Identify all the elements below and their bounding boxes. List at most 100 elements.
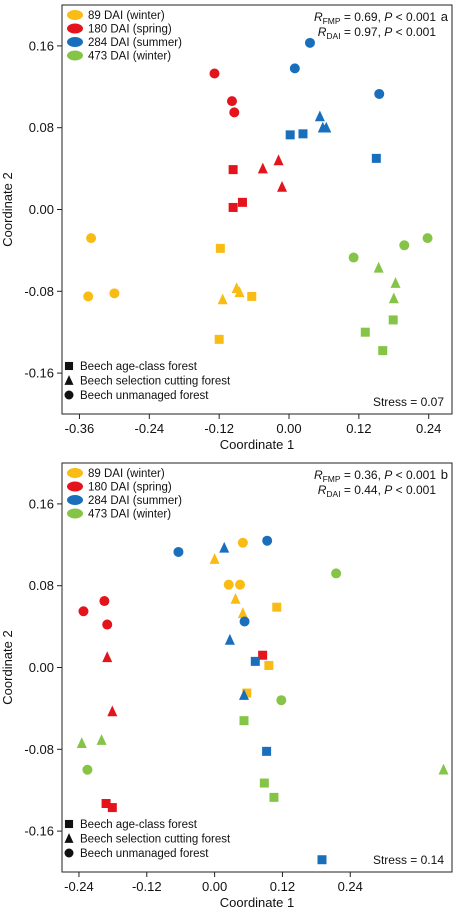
y-tick-label: -0.16	[24, 824, 54, 839]
data-point-473-square	[360, 327, 370, 337]
data-point-473-triangle	[388, 292, 399, 304]
data-point-473-triangle	[390, 277, 401, 288]
data-point-284-triangle	[219, 541, 230, 553]
x-tick-label: 0.24	[416, 421, 441, 436]
data-point-473-square	[378, 346, 388, 356]
data-point-180-triangle	[107, 705, 118, 717]
legend-swatch-89	[67, 468, 83, 478]
panel-a-chart: -0.36 -0.24 -0.12 0.00 0.12 0.24 -0.16 -0.08 0.0…	[0, 4, 453, 452]
legend-swatch-284	[67, 37, 83, 47]
legend-label-473: 473 DAI (winter)	[88, 509, 171, 521]
data-point-89-circle	[83, 291, 94, 302]
y-tick-label: 0.08	[29, 120, 54, 135]
legend-label-89: 89 DAI (winter)	[88, 468, 165, 480]
data-point-180-square	[228, 202, 238, 212]
legend-swatch-473	[67, 508, 83, 519]
stat-line: RFMP = 0.36, P < 0.001	[314, 468, 436, 484]
data-point-89-square	[215, 243, 225, 253]
x-tick-label: -0.36	[65, 421, 95, 436]
data-point-180-triangle	[273, 154, 284, 166]
stat-line: RDAI = 0.97, P < 0.001	[318, 25, 437, 41]
data-point-180-circle	[226, 96, 237, 107]
panel-letter: b	[441, 467, 448, 482]
data-point-473-circle	[276, 695, 287, 706]
legend-forest-label: Beech age-class forest	[80, 819, 198, 831]
data-point-473-circle	[331, 568, 342, 579]
data-point-180-square	[101, 798, 111, 808]
data-point-180-square	[237, 197, 247, 207]
data-point-284-triangle	[314, 110, 325, 122]
x-tick-label: -0.12	[204, 421, 234, 436]
data-point-284-triangle	[239, 689, 249, 700]
legend-forest-label: Beech unmanaged forest	[80, 390, 209, 402]
data-point-473-circle	[422, 233, 433, 244]
stress-label: Stress = 0.14	[373, 853, 444, 867]
data-point-89-triangle	[230, 592, 241, 604]
legend-forest-square-icon	[64, 361, 74, 371]
x-axis-title: Coordinate 1	[220, 437, 294, 452]
data-point-473-triangle	[96, 734, 107, 745]
data-point-473-triangle	[438, 763, 449, 775]
y-tick-label: 0.16	[29, 38, 54, 53]
data-point-89-circle	[235, 579, 246, 590]
legend-forest-triangle-icon	[64, 833, 74, 843]
data-point-89-circle	[109, 288, 120, 299]
data-point-89-circle	[86, 233, 97, 244]
y-tick-label: 0.00	[29, 202, 54, 217]
data-point-89-triangle	[217, 293, 228, 305]
legend-forest-triangle-icon	[64, 375, 74, 385]
data-point-473-square	[239, 716, 249, 726]
data-point-180-circle	[102, 619, 113, 630]
legend-label-284: 284 DAI (summer)	[88, 37, 182, 49]
data-point-180-circle	[229, 107, 240, 118]
y-tick-label: 0.00	[29, 660, 54, 675]
plot-frame	[61, 4, 453, 415]
data-point-89-square	[264, 660, 274, 670]
data-point-284-square	[262, 746, 272, 756]
x-tick-label: -0.24	[64, 879, 94, 894]
y-axis-title: Coordinate 2	[0, 172, 15, 246]
data-point-473-circle	[399, 240, 410, 251]
legend-label-180: 180 DAI (spring)	[88, 482, 172, 494]
legend-forest-label: Beech age-class forest	[80, 361, 198, 373]
data-point-473-square	[388, 315, 398, 325]
data-point-473-square	[269, 792, 279, 802]
panel-letter: a	[441, 9, 449, 24]
data-point-284-circle	[262, 535, 273, 546]
x-tick-label: -0.24	[134, 421, 164, 436]
data-point-473-circle	[348, 252, 359, 263]
data-point-180-square	[258, 650, 268, 660]
data-point-89-square	[272, 602, 282, 612]
legend-swatch-180	[67, 23, 83, 34]
data-point-473-triangle	[373, 261, 384, 273]
data-point-284-square	[317, 855, 327, 865]
data-point-180-square	[228, 165, 238, 175]
data-point-473-square	[259, 778, 269, 788]
legend-forest-circle-icon	[64, 390, 74, 400]
legend-label-180: 180 DAI (spring)	[88, 24, 172, 36]
x-tick-label: 0.12	[346, 421, 371, 436]
x-axis-title: Coordinate 1	[220, 895, 294, 910]
stress-label: Stress = 0.07	[373, 395, 444, 409]
legend-label-284: 284 DAI (summer)	[88, 495, 182, 507]
data-point-89-square	[247, 291, 257, 301]
legend-label-89: 89 DAI (winter)	[88, 10, 165, 22]
legend-label-473: 473 DAI (winter)	[88, 51, 171, 63]
y-tick-label: -0.08	[24, 284, 54, 299]
y-tick-label: -0.16	[24, 366, 54, 381]
data-point-89-triangle	[209, 553, 220, 564]
data-point-284-circle	[374, 88, 385, 99]
x-tick-label: 0.24	[338, 879, 363, 894]
stat-line: RFMP = 0.69, P < 0.001	[314, 10, 436, 26]
x-tick-label: -0.12	[132, 879, 162, 894]
data-point-89-circle	[237, 537, 248, 548]
y-tick-label: -0.08	[24, 742, 54, 757]
data-point-284-square	[298, 129, 308, 139]
data-point-180-triangle	[277, 181, 288, 192]
x-tick-label: 0.00	[276, 421, 301, 436]
y-axis-title: Coordinate 2	[0, 630, 15, 704]
legend-forest-label: Beech selection cutting forest	[80, 834, 231, 846]
plot-frame	[61, 462, 453, 873]
legend-swatch-473	[67, 50, 83, 61]
